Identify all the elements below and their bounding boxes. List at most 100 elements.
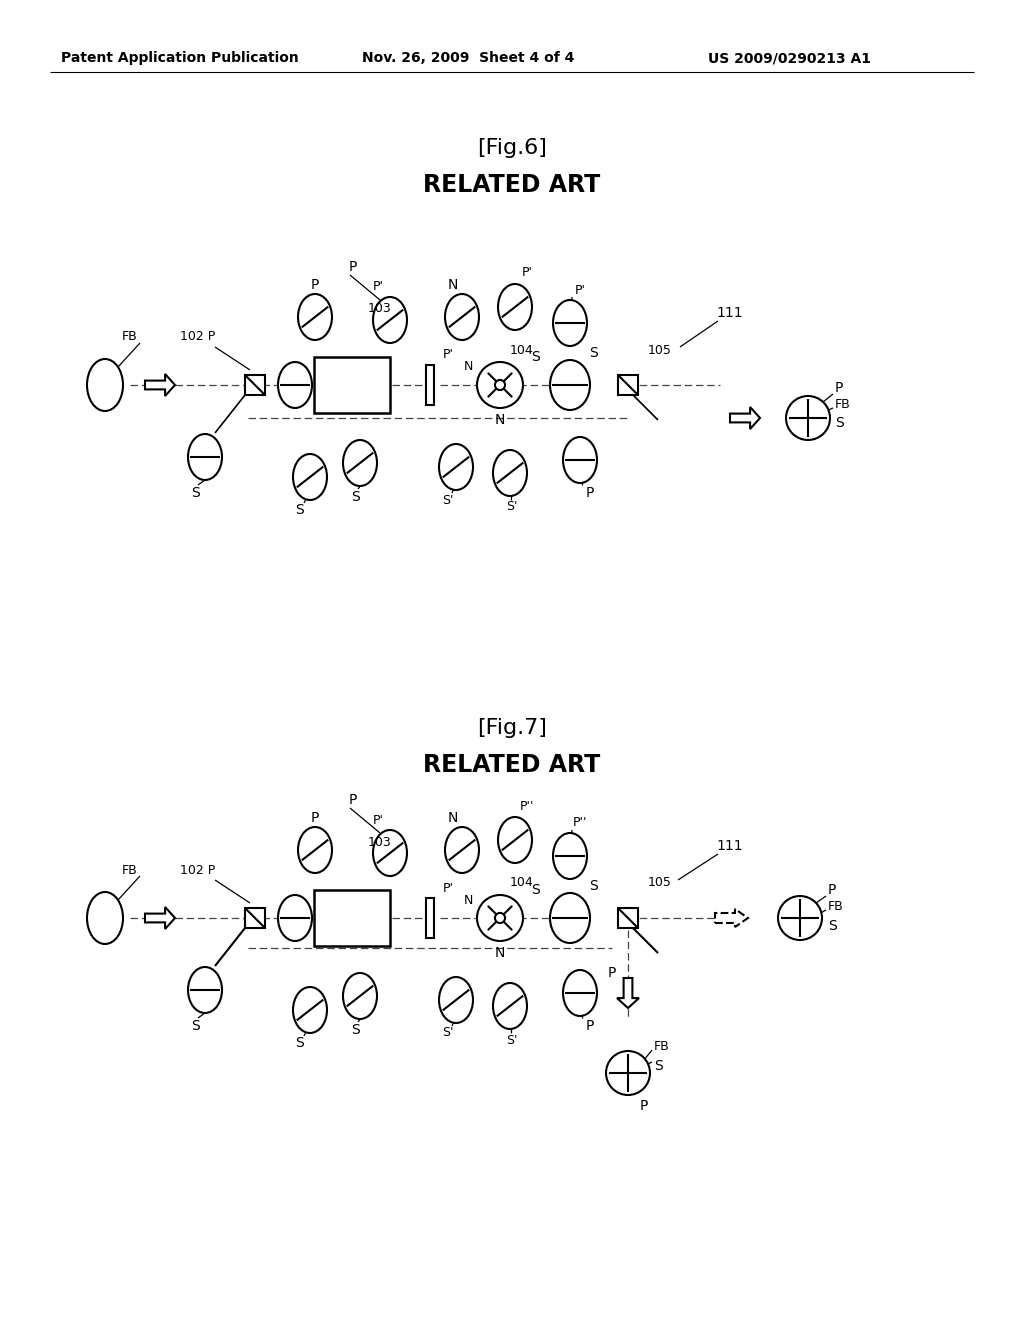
Text: 102 P: 102 P [180,330,216,343]
Ellipse shape [445,294,479,341]
Text: Nov. 26, 2009  Sheet 4 of 4: Nov. 26, 2009 Sheet 4 of 4 [361,51,574,65]
Ellipse shape [87,359,123,411]
Text: S: S [190,486,200,500]
Bar [618,908,638,928]
Text: P: P [586,1019,594,1034]
Bar [618,375,638,395]
Text: P: P [607,966,616,979]
Ellipse shape [439,444,473,490]
Ellipse shape [293,987,327,1034]
Bar [314,356,390,413]
Ellipse shape [563,970,597,1016]
Text: S': S' [506,500,518,513]
Text: FB: FB [654,1040,670,1052]
Text: RELATED ART: RELATED ART [423,752,601,777]
Ellipse shape [188,968,222,1012]
Text: 103: 103 [368,302,392,315]
Text: S: S [530,883,540,898]
Text: FB: FB [122,330,138,343]
Bar [245,908,265,928]
Polygon shape [715,909,748,927]
Text: S: S [654,1059,663,1073]
Text: 111: 111 [717,840,743,853]
Text: S': S' [442,1027,454,1040]
Text: P: P [586,486,594,500]
Polygon shape [730,407,760,429]
Text: S: S [296,503,304,517]
Ellipse shape [498,817,532,863]
Text: P'': P'' [520,800,535,813]
Text: P: P [311,279,319,292]
Circle shape [495,380,505,391]
Text: N: N [447,279,458,292]
Bar [314,890,390,946]
Text: P: P [349,793,357,807]
Ellipse shape [373,830,407,876]
Text: S: S [190,1019,200,1034]
Text: S: S [350,490,359,504]
Text: N: N [447,810,458,825]
Ellipse shape [278,895,312,941]
Text: S': S' [506,1034,518,1047]
Text: S': S' [442,494,454,507]
Text: P': P' [521,267,532,280]
Ellipse shape [298,294,332,341]
Circle shape [495,913,505,923]
Text: N: N [495,946,505,960]
Text: US 2009/0290213 A1: US 2009/0290213 A1 [709,51,871,65]
Circle shape [477,895,523,941]
Text: P: P [349,260,357,275]
Text: S: S [589,346,597,360]
Text: 104: 104 [510,876,534,890]
Text: S: S [828,919,837,933]
Text: 102 P: 102 P [180,863,216,876]
Text: 105: 105 [648,343,672,356]
Text: N: N [463,360,473,374]
Text: N: N [495,413,505,426]
Ellipse shape [550,894,590,942]
Text: FB: FB [828,899,844,912]
Ellipse shape [550,360,590,411]
Circle shape [477,362,523,408]
Text: 103: 103 [368,836,392,849]
Ellipse shape [553,300,587,346]
Ellipse shape [293,454,327,500]
Text: FB: FB [835,397,851,411]
Text: S: S [835,416,844,430]
Polygon shape [617,978,639,1008]
Circle shape [778,896,822,940]
Text: Patent Application Publication: Patent Application Publication [61,51,299,65]
Text: S: S [530,350,540,364]
Text: P': P' [574,284,586,297]
Text: P'': P'' [572,817,587,829]
Ellipse shape [553,833,587,879]
Text: P': P' [373,813,384,826]
Text: P': P' [373,281,384,293]
Ellipse shape [493,983,527,1030]
Ellipse shape [493,450,527,496]
Text: P': P' [442,882,454,895]
Ellipse shape [188,434,222,480]
Text: S: S [296,1036,304,1049]
Text: [Fig.6]: [Fig.6] [477,139,547,158]
Bar [426,898,434,939]
Ellipse shape [298,828,332,873]
Ellipse shape [343,440,377,486]
Text: 111: 111 [717,306,743,319]
Circle shape [786,396,830,440]
Text: N: N [463,894,473,907]
Polygon shape [145,907,175,929]
Text: [Fig.7]: [Fig.7] [477,718,547,738]
Circle shape [606,1051,650,1096]
Ellipse shape [87,892,123,944]
Ellipse shape [278,362,312,408]
Text: S: S [350,1023,359,1038]
Ellipse shape [563,437,597,483]
Text: 105: 105 [648,876,672,890]
Bar [426,366,434,405]
Polygon shape [145,374,175,396]
Text: P': P' [442,348,454,362]
Text: 104: 104 [510,343,534,356]
Text: P: P [640,1100,648,1113]
Bar [245,375,265,395]
